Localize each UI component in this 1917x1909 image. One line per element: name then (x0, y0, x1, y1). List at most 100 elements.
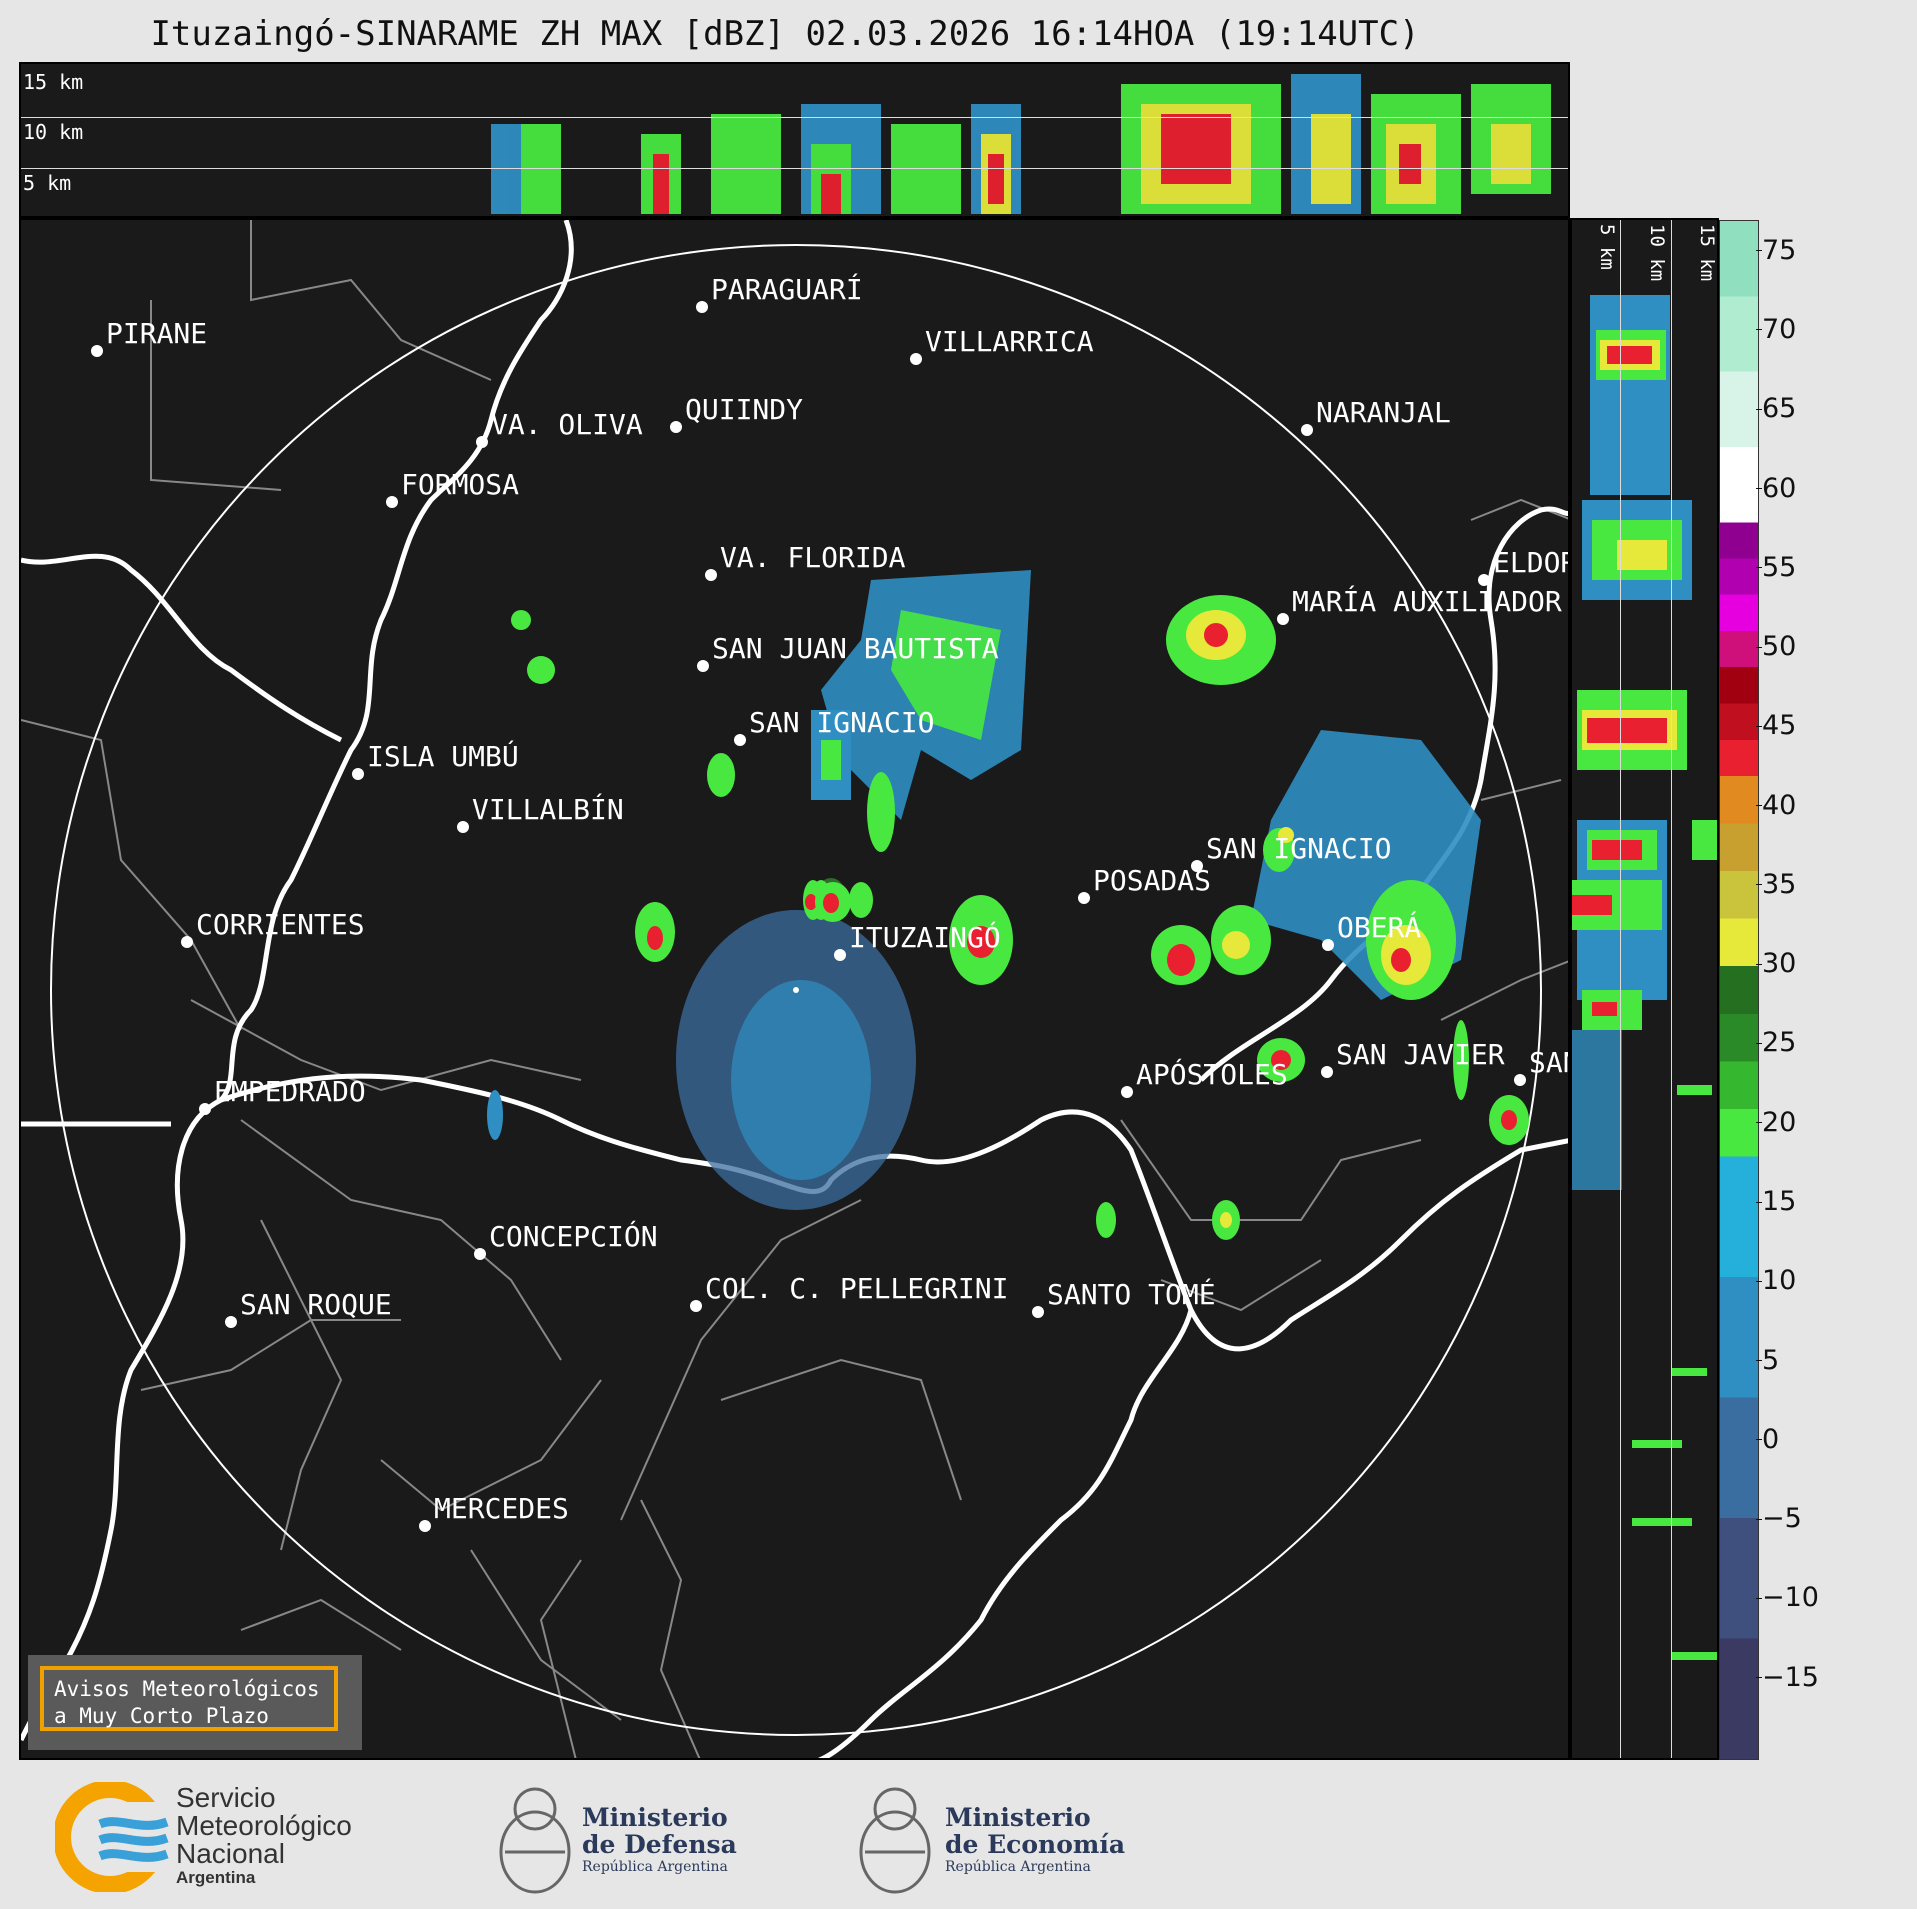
city-label: SAN (1529, 1046, 1568, 1079)
city-label: CONCEPCIÓN (489, 1220, 658, 1253)
city-label: OBERÁ (1337, 911, 1422, 944)
defensa-coat-of-arms-icon (499, 1787, 571, 1894)
top-profile-echoes (491, 74, 1551, 214)
city-marker (181, 936, 193, 948)
city-label: POSADAS (1093, 864, 1212, 897)
colorbar-tick-label: 30 (1755, 948, 1797, 980)
warnings-line1: Avisos Meteorológicos (54, 1677, 320, 1701)
colorbar-tick-label: 0 (1755, 1423, 1780, 1455)
city-label: PIRANE (106, 317, 208, 350)
city-marker (1078, 892, 1090, 904)
city-marker (834, 949, 846, 961)
warnings-line2: a Muy Corto Plazo (54, 1704, 269, 1728)
city-marker (1322, 939, 1334, 951)
city-marker (419, 1520, 431, 1532)
grid-line-5km (21, 168, 1568, 169)
level-label: 15 km (1696, 224, 1718, 282)
city-label: SAN IGNACIO (749, 706, 935, 739)
city-marker (670, 421, 682, 433)
city-label: NARANJAL (1316, 396, 1451, 429)
rivers (21, 220, 1568, 1758)
city-marker (1321, 1066, 1333, 1078)
city-marker (697, 660, 709, 672)
colorbar-tick-label: 55 (1755, 551, 1797, 583)
colorbar-tick-label: 65 (1755, 393, 1797, 425)
economia-coat-of-arms-icon (859, 1787, 931, 1894)
city-marker (1301, 424, 1313, 436)
side-height-profile: 5 km 10 km 15 km (1570, 218, 1719, 1760)
city-marker (352, 768, 364, 780)
top-height-profile: 15 km 10 km 5 km (19, 62, 1570, 218)
warnings-panel[interactable]: Avisos Meteorológicos a Muy Corto Plazo (28, 1655, 362, 1750)
city-marker (91, 345, 103, 357)
city-marker (1032, 1306, 1044, 1318)
city-marker (696, 301, 708, 313)
colorbar-tick-label: 70 (1755, 313, 1797, 345)
city-label: VILLARRICA (925, 325, 1094, 358)
grid-line-5km (1620, 220, 1621, 1758)
level-label: 5 km (1596, 224, 1618, 270)
city-label: SAN IGNACIO (1206, 832, 1392, 865)
warnings-link[interactable]: Avisos Meteorológicos a Muy Corto Plazo (40, 1666, 338, 1731)
smn-logo-text: Servicio Meteorológico Nacional Argentin… (176, 1782, 352, 1888)
city-label: SAN JUAN BAUTISTA (712, 632, 999, 665)
city-label: APÓSTOLES (1136, 1058, 1288, 1091)
colorbar-tick-label: −15 (1756, 1661, 1819, 1693)
city-marker (476, 436, 488, 448)
page-title: Ituzaingó-SINARAME ZH MAX [dBZ] 02.03.20… (150, 14, 1420, 54)
colorbar-tick-label: 20 (1755, 1106, 1797, 1138)
city-label: VILLALBÍN (472, 793, 624, 826)
city-label: PARAGUARÍ (711, 273, 863, 306)
city-marker (1277, 613, 1289, 625)
city-marker (705, 569, 717, 581)
side-profile-echoes (1572, 295, 1717, 1660)
level-label: 15 km (23, 70, 84, 94)
level-label: 10 km (23, 120, 84, 144)
colorbar-tick-label: 10 (1755, 1265, 1797, 1297)
map-graphics (21, 220, 1568, 1758)
city-marker (1514, 1074, 1526, 1086)
city-marker (386, 496, 398, 508)
city-label: MERCEDES (434, 1492, 569, 1525)
grid-line-10km (21, 117, 1568, 118)
city-marker (199, 1103, 211, 1115)
colorbar-tick-label: −10 (1756, 1582, 1819, 1614)
city-marker (1121, 1086, 1133, 1098)
city-label: VA. FLORIDA (720, 541, 906, 574)
radar-echoes (487, 570, 1529, 1240)
grid-line-10km (1671, 220, 1672, 1758)
province-borders (21, 220, 1568, 1758)
footer: Servicio Meteorológico Nacional Argentin… (0, 1762, 1917, 1909)
city-marker (1478, 574, 1490, 586)
city-marker (474, 1248, 486, 1260)
city-marker (1191, 860, 1203, 872)
colorbar-tick-label: 35 (1755, 868, 1797, 900)
smn-logo-icon (55, 1782, 175, 1892)
colorbar-tick-label: 60 (1755, 472, 1797, 504)
city-label: QUIINDY (685, 393, 804, 426)
colorbar-tick-label: 45 (1755, 710, 1797, 742)
city-label: CORRIENTES (196, 908, 365, 941)
city-label: EMPEDRADO (214, 1075, 366, 1108)
city-label: FORMOSA (401, 468, 520, 501)
city-label: MARÍA AUXILIADOR (1292, 585, 1562, 618)
level-label: 5 km (23, 171, 72, 195)
dbz-colorbar (1719, 220, 1759, 1760)
city-label: ELDOR (1493, 546, 1570, 579)
city-label: VA. OLIVA (491, 408, 643, 441)
city-label: ISLA UMBÚ (367, 740, 519, 773)
colorbar-tick-label: 5 (1755, 1344, 1780, 1376)
radar-map[interactable]: PARAGUARÍ PIRANE VILLARRICA QUIINDY VA. OLIV… (19, 218, 1570, 1760)
colorbar-tick-label: 15 (1755, 1186, 1797, 1218)
defensa-logo-text: Ministerio de Defensa República Argentin… (582, 1803, 737, 1875)
city-label: ITUZAINGÓ (849, 921, 1001, 954)
colorbar-tick-label: 75 (1755, 234, 1797, 266)
city-marker (910, 353, 922, 365)
level-label: 10 km (1646, 224, 1668, 282)
city-marker (457, 821, 469, 833)
city-label: SANTO TOMÉ (1047, 1278, 1216, 1311)
city-marker (690, 1300, 702, 1312)
city-marker (734, 734, 746, 746)
city-label: COL. C. PELLEGRINI (705, 1272, 1009, 1305)
city-label: SAN ROQUE (240, 1288, 392, 1321)
